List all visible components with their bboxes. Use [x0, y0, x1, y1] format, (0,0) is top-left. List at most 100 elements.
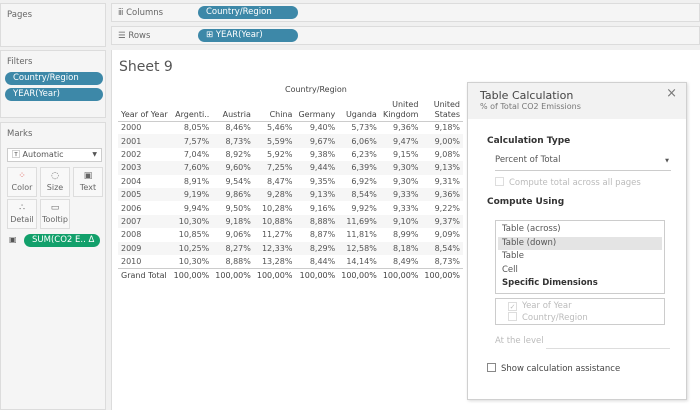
columns-label: Columns — [126, 8, 164, 18]
option-table[interactable]: Table — [502, 251, 524, 261]
show-assistance-label: Show calculation assistance — [501, 364, 621, 374]
column-header[interactable]: United States — [421, 98, 464, 122]
table-cell: 8,49% — [393, 256, 419, 266]
chevron-down-icon: ▼ — [665, 158, 669, 164]
calc-type-dropdown[interactable]: Percent of Total ▼ — [495, 155, 671, 171]
table-cell: 9,30% — [393, 176, 419, 186]
row-header[interactable]: 2008 — [121, 230, 142, 240]
row-header[interactable]: 2010 — [121, 256, 142, 266]
option-specific-dimensions[interactable]: Specific Dimensions — [502, 278, 598, 288]
table-cell: 8,18% — [379, 241, 422, 255]
detail-label: Detail — [10, 215, 34, 224]
table-cell: 5,59% — [253, 134, 296, 148]
row-header[interactable]: 2005 — [118, 187, 171, 202]
row-header[interactable]: 2004 — [121, 176, 142, 186]
table-cell: 11,27% — [261, 230, 293, 240]
detail-icon: ∴ — [19, 203, 25, 213]
text-mark-icon: 🅃 — [12, 150, 20, 159]
size-icon: ◌ — [51, 171, 59, 181]
table-cell: 9,16% — [309, 203, 336, 213]
columns-icon: ⅲ — [118, 8, 124, 18]
text-label: Text — [79, 183, 97, 192]
table-cell: 9,13% — [421, 161, 464, 175]
table-cell: 6,39% — [338, 161, 380, 175]
rows-pill[interactable]: ⊞ YEAR(Year) — [198, 29, 298, 42]
rows-icon: ☰ — [118, 31, 126, 41]
row-header[interactable]: 2002 — [121, 149, 142, 159]
table-cell: 9,09% — [434, 230, 461, 240]
rows-shelf: ☰ Rows ⊞ YEAR(Year) — [111, 26, 700, 45]
row-header[interactable]: 2001 — [118, 134, 171, 148]
column-header[interactable]: Germany — [295, 98, 339, 122]
column-header[interactable]: Argenti.. — [170, 98, 213, 122]
color-card[interactable]: ⁘ Color — [7, 167, 37, 197]
table-cell: 11,81% — [346, 230, 377, 240]
show-assistance-checkbox[interactable]: Show calculation assistance — [487, 363, 620, 374]
row-header[interactable]: 2007 — [118, 214, 171, 229]
tooltip-icon: ▭ — [50, 203, 60, 213]
table-cell: 7,60% — [170, 161, 213, 175]
total-cell: 100,00% — [379, 267, 422, 282]
chevron-down-icon: ▼ — [92, 151, 97, 158]
close-icon[interactable]: × — [666, 86, 677, 101]
size-card[interactable]: ◌ Size — [40, 167, 70, 197]
row-header[interactable]: 2006 — [121, 203, 142, 213]
table-cell: 8,87% — [309, 230, 336, 240]
row-header[interactable]: 2000 — [121, 123, 142, 133]
table-row: 2008 10,85% 9,06% 11,27% 8,87% 11,81% 8,99% 9,0… — [118, 228, 463, 241]
table-cell: 14,14% — [346, 256, 377, 266]
column-header[interactable]: United Kingdom — [379, 98, 422, 122]
table-cell: 9,10% — [379, 214, 422, 229]
columns-shelf: ⅲ Columns Country/Region — [111, 3, 700, 22]
tooltip-card[interactable]: ▭ Tooltip — [40, 199, 70, 229]
row-header[interactable]: 2009 — [118, 241, 171, 255]
table-cell: 9,60% — [212, 161, 254, 175]
row-header[interactable]: 2003 — [118, 161, 171, 175]
table-cell: 8,46% — [225, 123, 251, 133]
filter-pill-country[interactable]: Country/Region — [5, 72, 103, 85]
table-cell: 9,31% — [434, 176, 461, 186]
table-cell: 8,54% — [338, 187, 380, 202]
table-cell: 9,38% — [309, 149, 336, 159]
filter-pill-year[interactable]: YEAR(Year) — [5, 88, 103, 101]
column-header[interactable]: Year of Year — [118, 98, 171, 122]
marks-panel: Marks 🅃 Automatic ▼ ⁘ Color ◌ Size ▣ Text ∴… — [0, 122, 106, 410]
table-cell: 9,18% — [434, 123, 461, 133]
compute-using-list[interactable]: Table (across) Table (down) Table Cell S… — [495, 220, 665, 294]
table-cell: 8,27% — [212, 241, 254, 255]
checkbox-checked: ✓ — [508, 302, 517, 311]
column-header[interactable]: China — [253, 98, 296, 122]
columns-pill[interactable]: Country/Region — [198, 6, 298, 19]
checkbox-unchecked — [508, 312, 517, 321]
option-table-down[interactable]: Table (down) — [498, 236, 662, 250]
text-icon: ▣ — [83, 171, 93, 181]
table-cell: 8,92% — [225, 149, 251, 159]
detail-card[interactable]: ∴ Detail — [7, 199, 37, 229]
text-card[interactable]: ▣ Text — [73, 167, 103, 197]
grand-total-row: Grand Total 100,00% 100,00% 100,00% 100,00% 1… — [118, 267, 464, 282]
column-header[interactable]: Austria — [212, 98, 254, 122]
table-cell: 6,92% — [351, 176, 377, 186]
filters-panel: Filters Country/Region YEAR(Year) — [0, 50, 106, 118]
table-cell: 9,22% — [434, 203, 461, 213]
table-row: 2007 10,30% 9,18% 10,88% 8,88% 11,69% 9,10% 9,3… — [118, 214, 464, 229]
table-cell: 13,28% — [261, 256, 293, 266]
measure-pill[interactable]: SUM(CO2 E.. Δ — [24, 234, 100, 247]
table-cell: 9,94% — [183, 203, 210, 213]
table-cell: 9,08% — [434, 149, 461, 159]
table-row: 2000 8,05% 8,46% 5,46% 9,40% 5,73% 9,36% 9,18% — [118, 121, 463, 134]
table-cell: 10,25% — [170, 241, 213, 255]
option-cell[interactable]: Cell — [502, 264, 518, 275]
pages-panel: Pages — [0, 3, 106, 47]
table-cell: 9,28% — [253, 187, 296, 202]
total-cell: 100,00% — [170, 267, 213, 282]
option-table-across[interactable]: Table (across) — [502, 224, 561, 234]
mark-type-dropdown[interactable]: 🅃 Automatic ▼ — [7, 148, 102, 162]
table-cell: 11,69% — [338, 214, 380, 229]
compute-all-pages-checkbox[interactable]: Compute total across all pages — [495, 177, 641, 188]
column-header[interactable]: Uganda — [338, 98, 380, 122]
table-cell: 9,40% — [309, 123, 336, 133]
table-calculation-dialog: Table Calculation % of Total CO2 Emissio… — [467, 82, 687, 400]
total-cell: 100,00% — [295, 267, 339, 282]
table-cell: 9,37% — [421, 214, 464, 229]
